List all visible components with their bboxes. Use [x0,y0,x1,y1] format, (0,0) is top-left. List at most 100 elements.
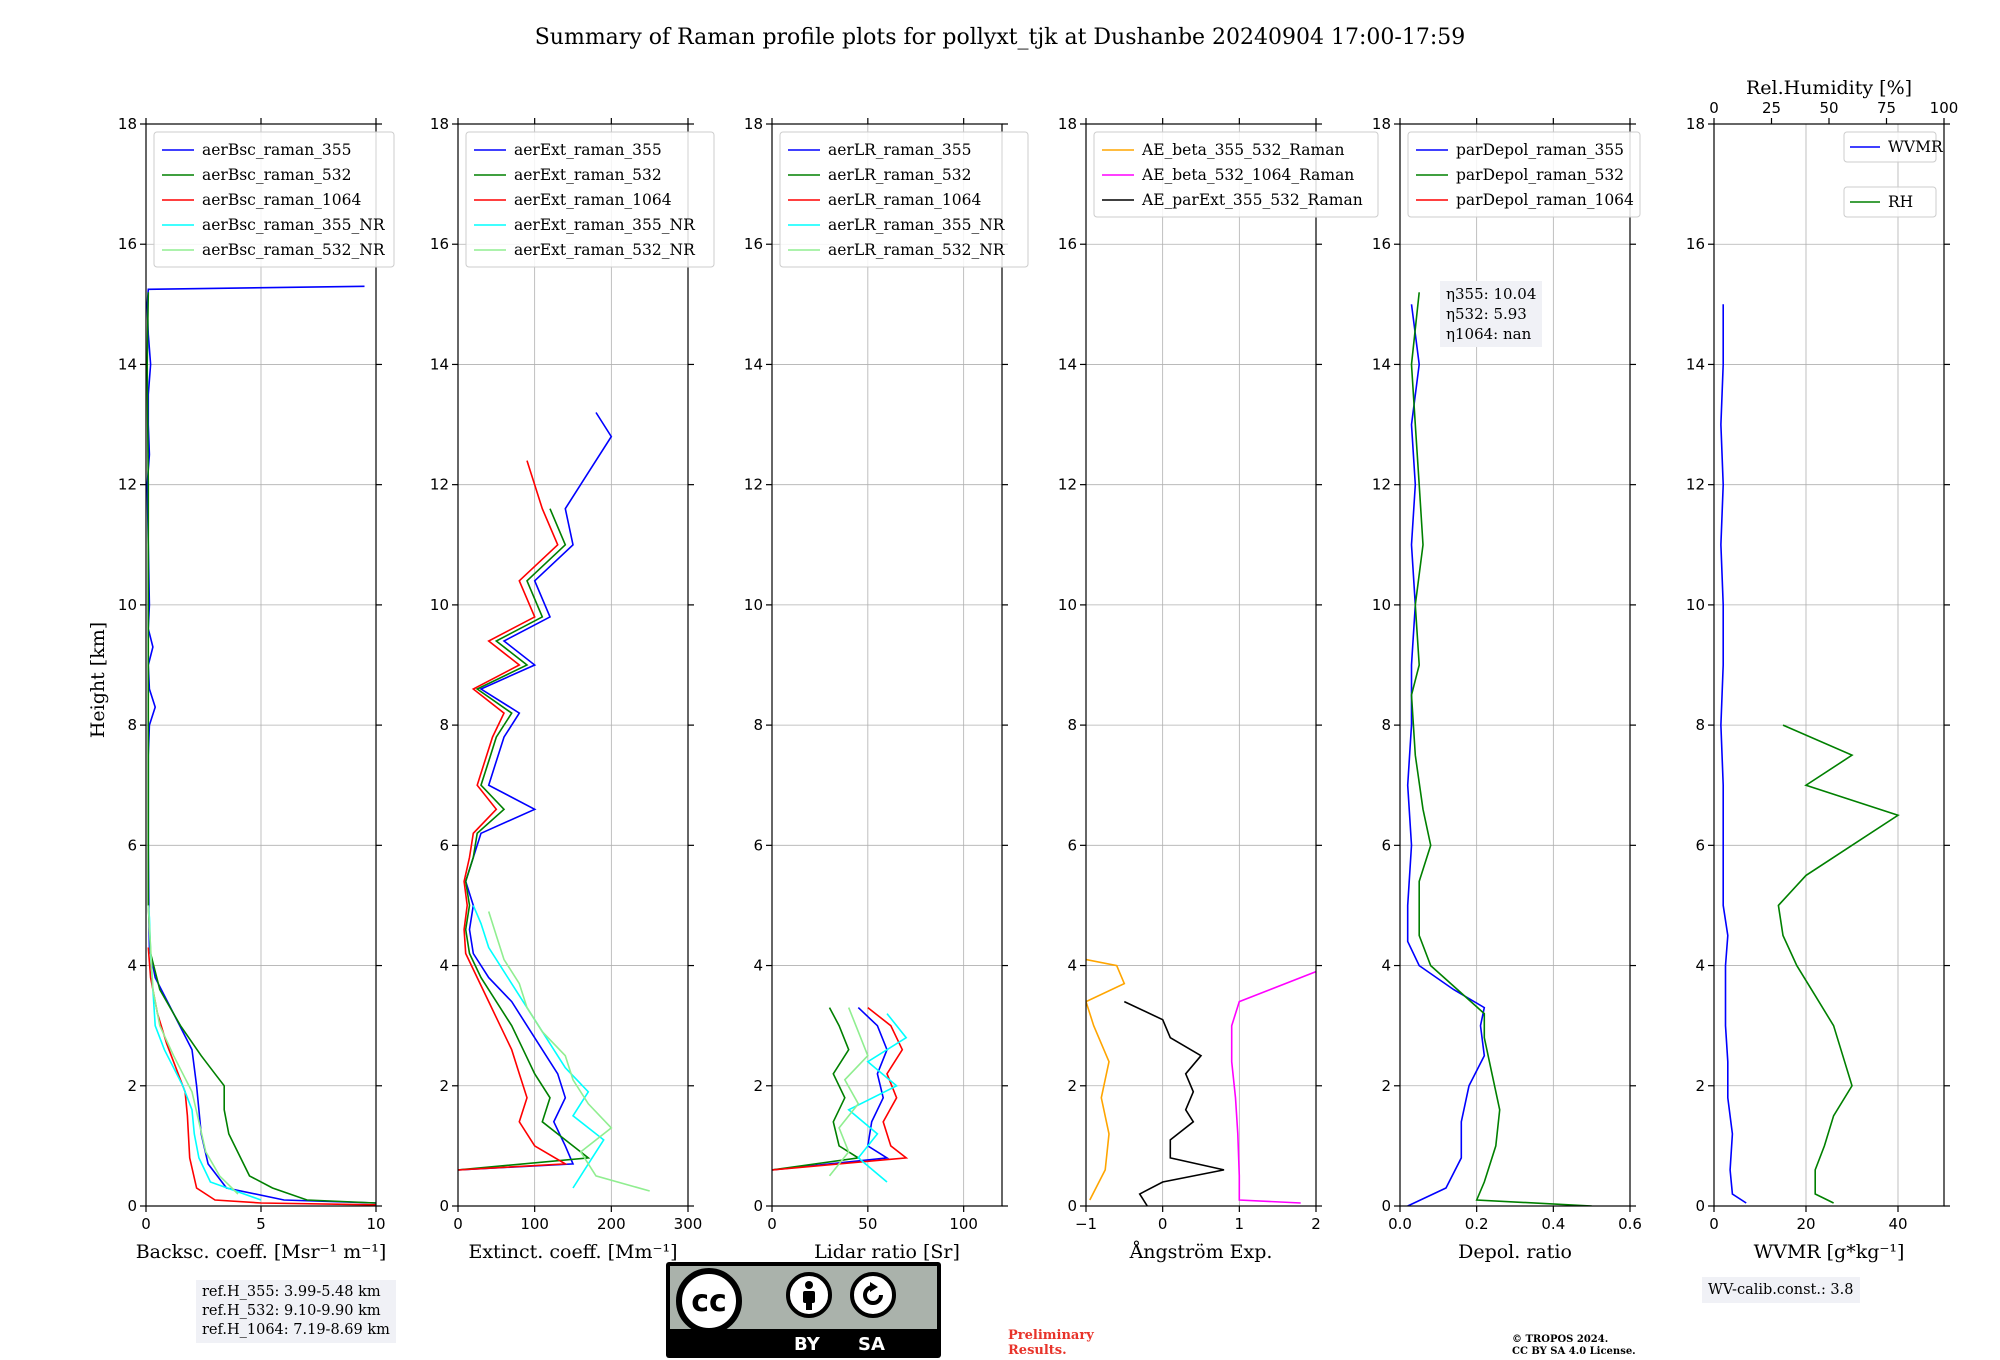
bsc-ytick-label: 12 [118,476,137,494]
lr-legend-label: aerLR_raman_532 [828,166,971,184]
bsc-ytick-label: 18 [118,115,137,133]
dep-xtick-label: 0.0 [1388,1215,1412,1233]
ae-xtick-label: 2 [1311,1215,1321,1233]
series-aerLR_raman_532 [772,1007,861,1171]
dep-frame [1399,123,1631,1207]
wv-calib-box: WV-calib.const.: 3.8 [1702,1277,1860,1303]
figure-title: Summary of Raman profile plots for polly… [535,25,1466,50]
series-aerBsc_raman_355_NR [147,905,262,1201]
ae-ytick-label: 8 [1067,716,1077,734]
wv-ytick-label: 8 [1695,716,1705,734]
dep-ytick-label: 10 [1372,596,1391,614]
preliminary-line-1: Preliminary [1008,1328,1094,1343]
wv-x2tick-label: 50 [1819,99,1838,117]
bsc-ytick-label: 0 [127,1197,137,1215]
by-person-icon [786,1272,832,1318]
series-aerLR_raman_1064 [772,1006,909,1171]
lr-ytick-label: 8 [753,716,763,734]
dep-ytick-label: 18 [1372,115,1391,133]
series-aerBsc_raman_532_NR [147,905,239,1195]
bsc-legend-label: aerBsc_raman_1064 [202,191,362,209]
lr-xtick-label: 100 [949,1215,978,1233]
lr-legend: aerLR_raman_355 aerLR_raman_532 aerLR_rama… [779,131,1029,268]
lr-ytick-label: 16 [744,235,763,253]
ext-xtick-label: 300 [674,1215,703,1233]
preliminary-results-note: Preliminary Results. [1008,1328,1094,1358]
wv-x2tick-label: 100 [1930,99,1959,117]
lr-xtick-label: 0 [767,1215,777,1233]
series-aerExt_raman_532 [458,508,591,1171]
ext-ytick-label: 4 [439,957,449,975]
lr-ytick-label: 6 [753,836,763,854]
ae-ytick-label: 2 [1067,1077,1077,1095]
series-aerExt_raman_1064 [458,460,568,1171]
ae-legend-box [1093,131,1379,218]
ext-ytick-label: 16 [430,235,449,253]
ae-xtick-label: −1 [1075,1215,1097,1233]
ae-xtick-label: 0 [1158,1215,1168,1233]
ae-ytick-label: 14 [1058,355,1077,373]
bsc-legend-label: aerBsc_raman_532 [202,166,352,184]
series-parDepol_raman_355 [1406,304,1486,1206]
dep-xtick-label: 0.6 [1618,1215,1642,1233]
dep-xlabel: Depol. ratio [1458,1241,1572,1263]
dep-legend: parDepol_raman_355 parDepol_raman_532 parD… [1407,131,1641,218]
ext-ytick-label: 8 [439,716,449,734]
ext-legend-label: aerExt_raman_1064 [514,191,672,209]
lr-legend-label: aerLR_raman_355_NR [828,216,1006,234]
dep-xtick-label: 0.2 [1465,1215,1489,1233]
dep-xtick-label: 0.4 [1541,1215,1565,1233]
bsc-ytick-label: 6 [127,836,137,854]
wv-ytick-label: 18 [1686,115,1705,133]
wv-legend-label: WVMR [1888,138,1944,156]
ae-frame [1085,123,1317,1207]
panel-dep: 0 2 4 6 8 10 12 14 16 18 0.0 0.2 0.4 0.6 Depol. ratio p… [1372,115,1642,1263]
bsc-xtick-label: 10 [366,1215,385,1233]
bsc-ytick-label: 4 [127,957,137,975]
wv-frame [1713,123,1945,1207]
ext-xtick-label: 200 [597,1215,626,1233]
series-aerLR_raman_355_NR [847,1013,908,1183]
lr-legend-label: aerLR_raman_1064 [828,191,981,209]
copyright-line-2: CC BY SA 4.0 License. [1512,1346,1636,1357]
lr-xtick-label: 50 [858,1215,877,1233]
dep-legend-box [1407,131,1641,218]
dep-ytick-label: 6 [1381,836,1391,854]
sa-glyph [863,1282,883,1305]
lr-ytick-label: 4 [753,957,763,975]
series-aerBsc_raman_1064 [147,947,376,1206]
ext-legend-box [465,131,715,268]
series-AE_beta_532_1064_Raman [1230,970,1316,1204]
series-aerExt_raman_355_NR [472,905,605,1189]
cc-logo-icon: cc [676,1268,742,1334]
wv-x2tick-label: 75 [1877,99,1896,117]
series-WVMR [1720,304,1747,1204]
wv-legend-box [1843,186,1937,218]
wv-xlabel: WVMR [g*kg⁻¹] [1754,1241,1905,1263]
lr-ytick-label: 14 [744,355,763,373]
bsc-legend-label: aerBsc_raman_355 [202,141,352,159]
ae-ytick-label: 10 [1058,596,1077,614]
lr-legend-label: aerLR_raman_355 [828,141,971,159]
wv-xtick-label: 40 [1888,1215,1907,1233]
refh-1064: ref.H_1064: 7.19-8.69 km [202,1322,390,1338]
ae-legend-label: AE_parExt_355_532_Raman [1141,191,1363,209]
series-AE_parExt_355_532_Raman [1123,1000,1225,1206]
cc-sa-label: SA [858,1334,885,1355]
dep-ytick-label: 12 [1372,476,1391,494]
refh-532: ref.H_532: 9.10-9.90 km [202,1303,381,1319]
lr-ytick-label: 12 [744,476,763,494]
bsc-legend-label: aerBsc_raman_532_NR [202,241,386,259]
eta-1064: η1064: nan [1446,325,1532,343]
ext-ytick-label: 0 [439,1197,449,1215]
ae-ytick-label: 0 [1067,1197,1077,1215]
panel-ext: 0 2 4 6 8 10 12 14 16 18 0 100 200 300 Extinct. coeff.… [430,115,715,1263]
series-aerLR_raman_532_NR [828,1007,869,1177]
lr-ytick-label: 10 [744,596,763,614]
wv-ytick-label: 2 [1695,1077,1705,1095]
dep-legend-label: parDepol_raman_355 [1456,141,1624,159]
